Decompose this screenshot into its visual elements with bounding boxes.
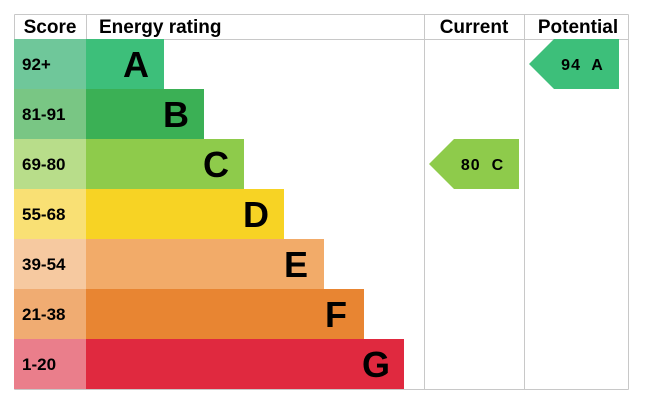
- band-bar-c: [86, 139, 244, 189]
- band-score-label-g: 1-20: [22, 355, 56, 374]
- band-row-c: 69-80 C: [14, 139, 244, 189]
- header-energy-rating: Energy rating: [99, 17, 221, 38]
- header-potential: Potential: [538, 17, 618, 38]
- header-score: Score: [24, 17, 77, 38]
- band-letter-d: D: [243, 194, 269, 235]
- potential-rating-indicator: 94 A: [529, 39, 619, 89]
- band-bar-e: [86, 239, 324, 289]
- band-score-cell-f: [14, 289, 86, 339]
- band-bar-d: [86, 189, 284, 239]
- band-score-cell-e: [14, 239, 86, 289]
- current-rating-indicator: 80 C: [429, 139, 519, 189]
- band-letter-e: E: [284, 244, 308, 285]
- band-letter-c: C: [203, 144, 229, 185]
- band-score-label-e: 39-54: [22, 255, 66, 274]
- band-letter-f: F: [325, 294, 347, 335]
- band-row-b: 81-91 B: [14, 89, 204, 139]
- band-letter-a: A: [123, 44, 149, 85]
- band-bar-b: [86, 89, 204, 139]
- current-rating-arrow: [429, 139, 519, 189]
- band-bar-f: [86, 289, 364, 339]
- band-score-label-c: 69-80: [22, 155, 65, 174]
- band-score-label-b: 81-91: [22, 105, 65, 124]
- band-row-e: 39-54 E: [14, 239, 324, 289]
- band-score-cell-b: [14, 89, 86, 139]
- band-letter-g: G: [362, 344, 390, 385]
- band-score-label-d: 55-68: [22, 205, 65, 224]
- band-letter-b: B: [163, 94, 189, 135]
- band-score-cell-c: [14, 139, 86, 189]
- band-score-cell-g: [14, 339, 86, 389]
- current-rating-label: 80 C: [461, 157, 504, 174]
- potential-rating-arrow: [529, 39, 619, 89]
- header-row: Score Energy rating Current Potential: [24, 17, 619, 38]
- header-current: Current: [440, 17, 509, 38]
- band-score-cell-d: [14, 189, 86, 239]
- potential-rating-label: 94 A: [561, 57, 604, 74]
- band-score-cell-a: [14, 39, 86, 89]
- band-row-f: 21-38 F: [14, 289, 364, 339]
- band-row-d: 55-68 D: [14, 189, 284, 239]
- band-row-g: 1-20 G: [14, 339, 404, 389]
- band-score-label-f: 21-38: [22, 305, 65, 324]
- rating-bands: 92+ A 81-91 B 69-80 C 55-68 D 39-54 E 21-38 F 1-20 G: [14, 39, 404, 389]
- band-score-label-a: 92+: [22, 55, 51, 74]
- band-bar-g: [86, 339, 404, 389]
- band-bar-a: [86, 39, 164, 89]
- band-row-a: 92+ A: [14, 39, 164, 89]
